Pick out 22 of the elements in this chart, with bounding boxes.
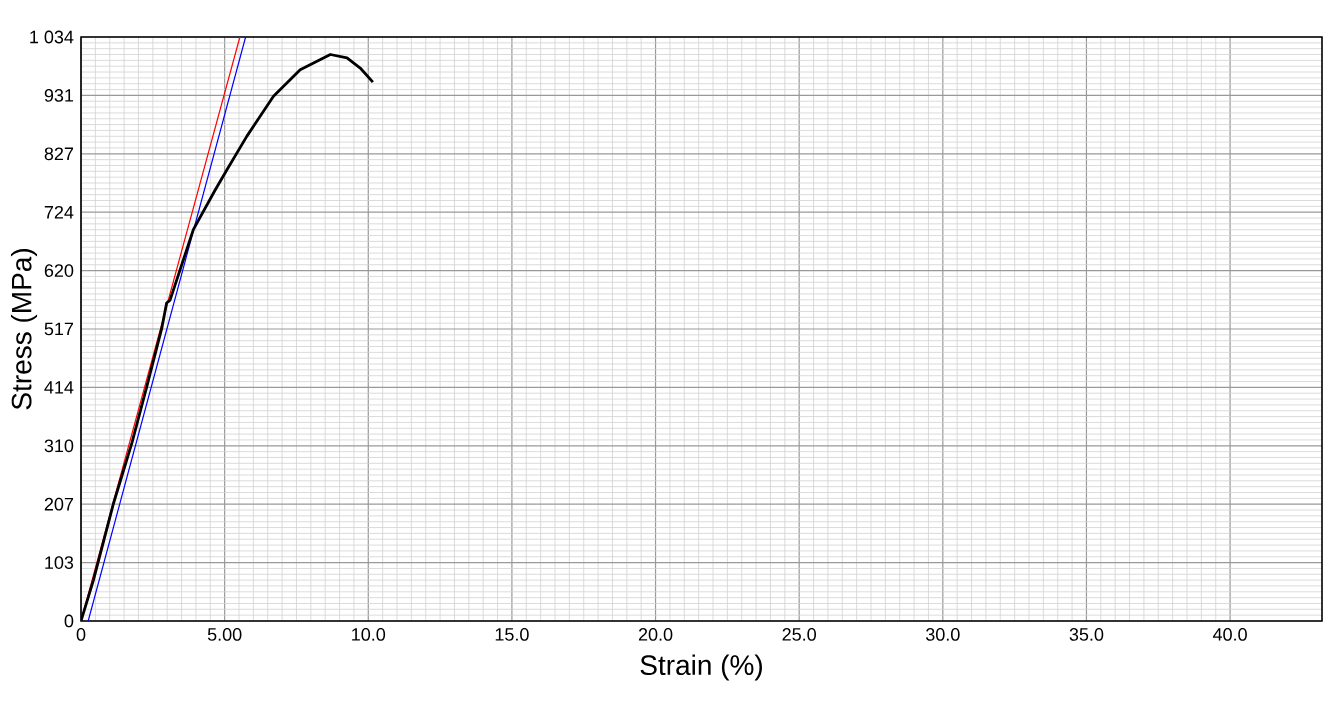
x-tick-label: 5.00 xyxy=(207,628,242,641)
y-tick-label: 1 034 xyxy=(30,30,74,44)
x-tick-label: 20.0 xyxy=(638,628,673,641)
x-tick-label: 10.0 xyxy=(352,628,386,641)
x-tick-label: 40.0 xyxy=(1212,628,1247,641)
x-axis-title: Strain (%) xyxy=(640,654,762,681)
y-axis-title: Stress (MPa) xyxy=(10,249,38,410)
y-tick-label: 103 xyxy=(45,556,74,569)
x-tick-label: 0 xyxy=(76,628,86,641)
x-tick-label: 25.0 xyxy=(782,628,816,641)
y-tick-label: 0 xyxy=(64,614,74,628)
y-tick-label: 827 xyxy=(44,147,74,161)
y-tick-label: 517 xyxy=(44,322,74,336)
y-tick-label: 724 xyxy=(44,205,74,219)
y-tick-label: 207 xyxy=(44,497,74,511)
x-tick-label: 30.0 xyxy=(925,628,960,641)
y-tick-label: 414 xyxy=(44,381,74,394)
y-tick-label: 310 xyxy=(44,439,74,453)
y-tick-label: 620 xyxy=(44,264,74,277)
y-tick-label: 931 xyxy=(44,89,74,102)
x-tick-label: 15.0 xyxy=(495,628,529,641)
x-tick-label: 35.0 xyxy=(1069,628,1104,641)
